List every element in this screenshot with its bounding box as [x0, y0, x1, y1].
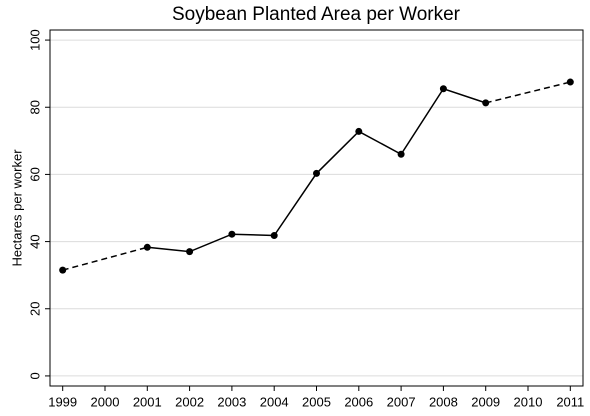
- point: [313, 169, 320, 177]
- point: [439, 85, 447, 93]
- point: [59, 266, 67, 274]
- y-tick-label: 20: [27, 302, 42, 316]
- point: [228, 230, 236, 238]
- point: [566, 78, 574, 86]
- y-tick-label: 40: [27, 234, 42, 248]
- y-tick-label: 60: [27, 167, 42, 181]
- x-tick-label: 2001: [133, 394, 162, 409]
- gap-connector: [485, 81, 571, 104]
- x-tick-label: 2005: [302, 394, 331, 409]
- x-tick-label: 2011: [556, 394, 584, 409]
- x-tick-label: 2002: [175, 394, 204, 409]
- point: [397, 150, 405, 158]
- y-tick-label: 80: [27, 100, 42, 114]
- x-tick-label: 2008: [429, 394, 458, 409]
- point: [270, 232, 278, 240]
- y-axis-label: Hectares per worker: [9, 149, 24, 267]
- point: [482, 99, 490, 107]
- y-tick-label: 0: [27, 372, 42, 379]
- x-tick-label: 2000: [91, 394, 120, 409]
- point: [143, 243, 151, 251]
- chart-title: Soybean Planted Area per Worker: [172, 4, 461, 25]
- x-tick-label: 2006: [344, 394, 373, 409]
- point: [186, 248, 194, 256]
- x-tick-label: 2004: [260, 394, 289, 409]
- x-tick-label: 1999: [48, 394, 77, 409]
- x-tick-label: 2009: [471, 394, 500, 409]
- gap-connector: [62, 246, 148, 271]
- x-tick-label: 2007: [387, 394, 416, 409]
- y-tick-label: 100: [27, 29, 42, 51]
- x-tick-label: 2003: [217, 394, 246, 409]
- point: [355, 127, 363, 135]
- x-tick-label: 2010: [514, 394, 543, 409]
